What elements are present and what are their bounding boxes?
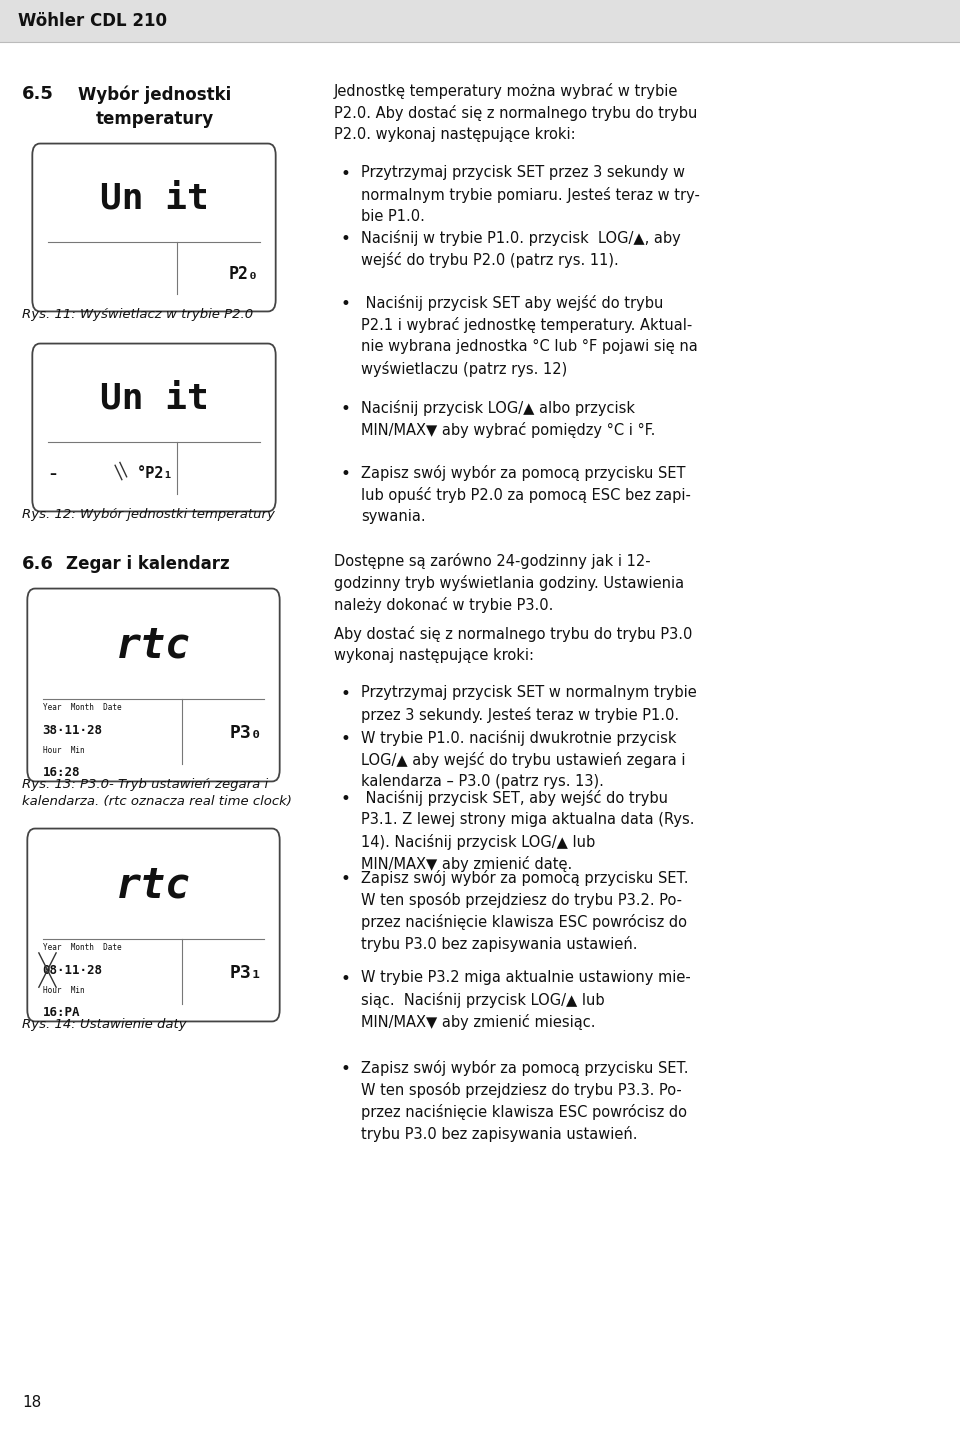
Text: godzinny tryb wyświetlania godziny. Ustawienia: godzinny tryb wyświetlania godziny. Usta… — [334, 575, 684, 591]
Text: •: • — [341, 295, 350, 313]
Text: wykonaj następujące kroki:: wykonaj następujące kroki: — [334, 648, 534, 664]
Text: 08·11·28: 08·11·28 — [42, 964, 103, 977]
Text: •: • — [341, 230, 350, 247]
FancyBboxPatch shape — [33, 343, 276, 512]
FancyBboxPatch shape — [33, 143, 276, 312]
Text: Aby dostać się z normalnego trybu do trybu P3.0: Aby dostać się z normalnego trybu do try… — [334, 626, 692, 642]
Text: W ten sposób przejdziesz do trybu P3.3. Po-: W ten sposób przejdziesz do trybu P3.3. … — [361, 1083, 682, 1098]
Text: P3₁: P3₁ — [229, 964, 262, 981]
Text: 38·11·28: 38·11·28 — [42, 725, 103, 738]
Text: P2.0. wykonaj następujące kroki:: P2.0. wykonaj następujące kroki: — [334, 127, 576, 143]
Text: 16:PA: 16:PA — [42, 1005, 81, 1018]
Text: Zegar i kalendarz: Zegar i kalendarz — [66, 555, 230, 573]
Text: kalendarza – P3.0 (patrz rys. 13).: kalendarza – P3.0 (patrz rys. 13). — [361, 774, 604, 789]
Bar — [0, 0, 960, 41]
Text: Dostępne są zarówno 24-godzinny jak i 12-: Dostępne są zarówno 24-godzinny jak i 12… — [334, 553, 651, 569]
Text: Przytrzymaj przycisk SET w normalnym trybie: Przytrzymaj przycisk SET w normalnym try… — [361, 685, 697, 701]
Text: należy dokonać w trybie P3.0.: należy dokonać w trybie P3.0. — [334, 598, 554, 613]
Text: przez 3 sekundy. Jesteś teraz w trybie P1.0.: przez 3 sekundy. Jesteś teraz w trybie P… — [361, 708, 679, 724]
Text: P3₀: P3₀ — [229, 724, 262, 742]
Text: Zapisz swój wybór za pomocą przycisku SET.: Zapisz swój wybór za pomocą przycisku SE… — [361, 869, 688, 887]
Text: lub opuść tryb P2.0 za pomocą ESC bez zapi-: lub opuść tryb P2.0 za pomocą ESC bez za… — [361, 488, 691, 503]
Text: 6.5: 6.5 — [22, 84, 54, 103]
Text: MIN/MAX▼ aby zmienić miesiąc.: MIN/MAX▼ aby zmienić miesiąc. — [361, 1014, 595, 1031]
Text: Rys. 13: P3.0- Tryb ustawień zegara i: Rys. 13: P3.0- Tryb ustawień zegara i — [22, 778, 268, 791]
Text: •: • — [341, 1060, 350, 1078]
Text: W trybie P1.0. naciśnij dwukrotnie przycisk: W trybie P1.0. naciśnij dwukrotnie przyc… — [361, 729, 677, 746]
Text: •: • — [341, 164, 350, 183]
Text: MIN/MAX▼ aby wybrać pomiędzy °C i °F.: MIN/MAX▼ aby wybrać pomiędzy °C i °F. — [361, 422, 656, 438]
Text: bie P1.0.: bie P1.0. — [361, 209, 425, 225]
Text: siąc.  Naciśnij przycisk LOG/▲ lub: siąc. Naciśnij przycisk LOG/▲ lub — [361, 992, 605, 1008]
Text: •: • — [341, 400, 350, 418]
Text: MIN/MAX▼ aby zmienić datę.: MIN/MAX▼ aby zmienić datę. — [361, 857, 572, 872]
FancyBboxPatch shape — [27, 589, 279, 781]
Text: wyświetlaczu (patrz rys. 12): wyświetlaczu (patrz rys. 12) — [361, 362, 567, 378]
Text: rtc: rtc — [116, 625, 191, 666]
Text: Naciśnij w trybie P1.0. przycisk  LOG/▲, aby: Naciśnij w trybie P1.0. przycisk LOG/▲, … — [361, 230, 681, 246]
Text: Jednostkę temperatury można wybrać w trybie: Jednostkę temperatury można wybrać w try… — [334, 83, 679, 99]
Text: Wöhler CDL 210: Wöhler CDL 210 — [18, 11, 167, 30]
Text: Naciśnij przycisk LOG/▲ albo przycisk: Naciśnij przycisk LOG/▲ albo przycisk — [361, 400, 635, 416]
Text: Un it: Un it — [100, 382, 208, 416]
Text: W ten sposób przejdziesz do trybu P3.2. Po-: W ten sposób przejdziesz do trybu P3.2. … — [361, 892, 682, 908]
Text: •: • — [341, 685, 350, 704]
Text: 18: 18 — [22, 1396, 41, 1410]
Text: Zapisz swój wybór za pomocą przycisku SET.: Zapisz swój wybór za pomocą przycisku SE… — [361, 1060, 688, 1075]
Text: Year  Month  Date: Year Month Date — [42, 942, 121, 952]
Text: kalendarza. (rtc oznacza real time clock): kalendarza. (rtc oznacza real time clock… — [22, 795, 292, 808]
Text: rtc: rtc — [116, 865, 191, 907]
Text: Rys. 12: Wybór jednostki temperatury: Rys. 12: Wybór jednostki temperatury — [22, 508, 275, 521]
Text: Naciśnij przycisk SET aby wejść do trybu: Naciśnij przycisk SET aby wejść do trybu — [361, 295, 663, 310]
Text: W trybie P3.2 miga aktualnie ustawiony mie-: W trybie P3.2 miga aktualnie ustawiony m… — [361, 970, 690, 985]
Text: Un it: Un it — [100, 182, 208, 216]
Text: trybu P3.0 bez zapisywania ustawień.: trybu P3.0 bez zapisywania ustawień. — [361, 937, 637, 952]
Text: Year  Month  Date: Year Month Date — [42, 704, 121, 712]
Text: przez naciśnięcie klawisza ESC powrócisz do: przez naciśnięcie klawisza ESC powrócisz… — [361, 1104, 687, 1120]
Text: sywania.: sywania. — [361, 509, 425, 525]
Text: Zapisz swój wybór za pomocą przycisku SET: Zapisz swój wybór za pomocą przycisku SE… — [361, 465, 685, 480]
Text: Hour  Min: Hour Min — [42, 746, 84, 755]
Text: P2₀: P2₀ — [228, 265, 258, 283]
Text: °P2₁: °P2₁ — [136, 466, 173, 482]
Text: P3.1. Z lewej strony miga aktualna data (Rys.: P3.1. Z lewej strony miga aktualna data … — [361, 812, 694, 827]
Text: Wybór jednostki
temperatury: Wybór jednostki temperatury — [79, 84, 231, 129]
Text: –: – — [50, 468, 57, 480]
Text: •: • — [341, 789, 350, 808]
Text: nie wybrana jednostka °C lub °F pojawi się na: nie wybrana jednostka °C lub °F pojawi s… — [361, 339, 698, 355]
Text: •: • — [341, 465, 350, 483]
Text: przez naciśnięcie klawisza ESC powrócisz do: przez naciśnięcie klawisza ESC powrócisz… — [361, 914, 687, 931]
Text: wejść do trybu P2.0 (patrz rys. 11).: wejść do trybu P2.0 (patrz rys. 11). — [361, 252, 618, 269]
Text: Rys. 11: Wyświetlacz w trybie P2.0: Rys. 11: Wyświetlacz w trybie P2.0 — [22, 307, 253, 320]
Text: 16:28: 16:28 — [42, 766, 81, 779]
Text: normalnym trybie pomiaru. Jesteś teraz w try-: normalnym trybie pomiaru. Jesteś teraz w… — [361, 187, 700, 203]
Text: •: • — [341, 869, 350, 888]
Text: 6.6: 6.6 — [22, 555, 54, 573]
Text: P2.0. Aby dostać się z normalnego trybu do trybu: P2.0. Aby dostać się z normalnego trybu … — [334, 106, 698, 122]
FancyBboxPatch shape — [27, 828, 279, 1021]
Text: Rys. 14: Ustawienie daty: Rys. 14: Ustawienie daty — [22, 1018, 186, 1031]
Text: P2.1 i wybrać jednostkę temperatury. Aktual-: P2.1 i wybrać jednostkę temperatury. Akt… — [361, 317, 692, 333]
Text: •: • — [341, 729, 350, 748]
Text: 14). Naciśnij przycisk LOG/▲ lub: 14). Naciśnij przycisk LOG/▲ lub — [361, 834, 595, 851]
Text: Przytrzymaj przycisk SET przez 3 sekundy w: Przytrzymaj przycisk SET przez 3 sekundy… — [361, 164, 685, 180]
Text: •: • — [341, 970, 350, 988]
Text: trybu P3.0 bez zapisywania ustawień.: trybu P3.0 bez zapisywania ustawień. — [361, 1127, 637, 1143]
Text: LOG/▲ aby wejść do trybu ustawień zegara i: LOG/▲ aby wejść do trybu ustawień zegara… — [361, 752, 685, 768]
Text: Hour  Min: Hour Min — [42, 985, 84, 995]
Text: Naciśnij przycisk SET, aby wejść do trybu: Naciśnij przycisk SET, aby wejść do tryb… — [361, 789, 668, 807]
